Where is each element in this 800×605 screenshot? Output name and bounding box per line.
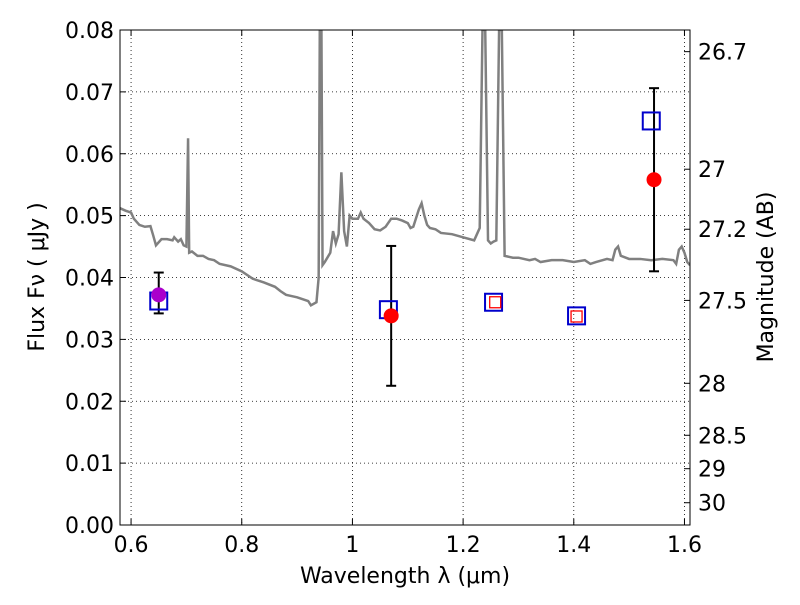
right-tick-label: 26.7 (698, 41, 747, 66)
right-tick-label: 30 (698, 492, 726, 517)
right-tick-label: 27.5 (698, 289, 747, 314)
spectrum-line (120, 30, 690, 308)
data-layer (120, 30, 690, 387)
x-tick-label: 1.2 (446, 533, 481, 558)
blue-square-marker (567, 306, 587, 326)
purple-circle-marker (151, 287, 167, 303)
x-tick-label: 1.6 (667, 533, 702, 558)
y-tick-label: 0.03 (65, 328, 114, 353)
x-tick-label: 0.8 (224, 533, 259, 558)
y-tick-label: 0.08 (65, 19, 114, 44)
right-tick-label: 28 (698, 372, 726, 397)
red-circle-marker (383, 308, 399, 324)
y-tick-label: 0.06 (65, 143, 114, 168)
y-tick-label: 0.05 (65, 205, 114, 230)
right-tick-label: 28.5 (698, 424, 747, 449)
y-axis-label: Flux Fν ( μJy ) (25, 202, 50, 351)
y-tick-label: 0.04 (65, 267, 114, 292)
x-tick-label: 0.6 (114, 533, 149, 558)
red-square-marker (570, 310, 583, 323)
right-tick-label: 27 (698, 158, 726, 183)
red-square-marker (489, 296, 502, 309)
x-tick-label: 1 (345, 533, 359, 558)
x-axis-label: Wavelength λ (μm) (300, 564, 510, 589)
right-tick-label: 27.2 (698, 218, 747, 243)
blue-square-marker (641, 111, 661, 131)
red-circle-marker (646, 172, 662, 188)
right-axis-label: Magnitude (AB) (754, 192, 779, 363)
y-tick-label: 0.02 (65, 390, 114, 415)
axes: 0.6 0.8 1 1.2 1.4 1.6 0.00 0.01 0.02 0.03 0.04 0.05… (65, 19, 747, 558)
y-tick-label: 0.01 (65, 452, 114, 477)
blue-square-marker (484, 292, 504, 312)
right-tick-label: 29 (698, 458, 726, 483)
y-tick-label: 0.07 (65, 81, 114, 106)
x-tick-label: 1.4 (556, 533, 591, 558)
y-tick-label: 0.00 (65, 514, 114, 539)
